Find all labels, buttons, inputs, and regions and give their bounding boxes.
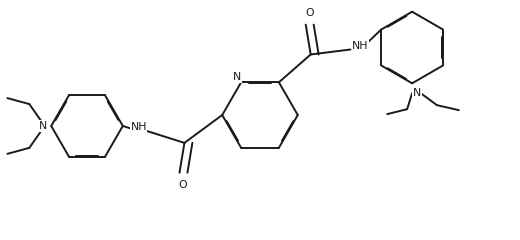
- Text: N: N: [413, 88, 421, 98]
- Text: NH: NH: [352, 41, 369, 51]
- Text: O: O: [305, 8, 314, 18]
- Text: O: O: [179, 180, 187, 190]
- Text: N: N: [233, 72, 241, 82]
- Text: NH: NH: [131, 122, 147, 132]
- Text: N: N: [39, 121, 47, 131]
